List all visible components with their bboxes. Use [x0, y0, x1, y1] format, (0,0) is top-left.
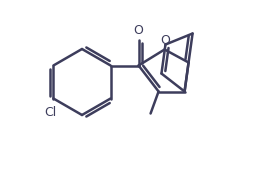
- Text: O: O: [161, 34, 171, 47]
- Text: Cl: Cl: [44, 106, 56, 119]
- Text: O: O: [134, 24, 144, 37]
